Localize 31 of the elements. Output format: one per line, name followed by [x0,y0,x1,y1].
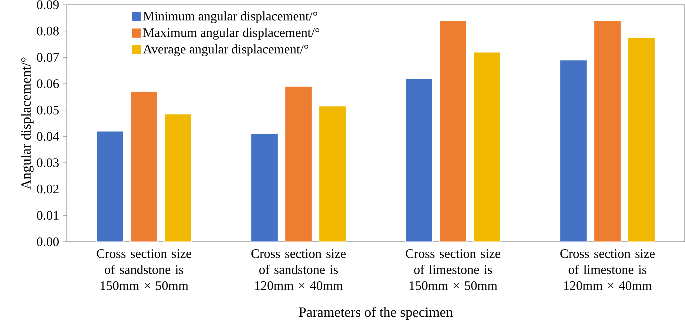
bar [318,106,347,242]
legend-label: Minimum angular displacement/° [144,12,318,24]
x-tick-label: Cross section size of limestone is 150mm × 50mm [406,250,500,290]
bar [473,52,502,242]
bar [594,20,622,242]
x-axis-title: Parameters of the specimen [299,307,453,320]
y-axis-title: Angular displacement/° [21,58,34,190]
y-tick-label: 0.03 [37,158,59,168]
y-tick-label: 0.07 [37,53,60,62]
y-tick-label: 0.06 [37,80,60,88]
y-tick-label: 0.00 [37,238,59,246]
legend-label: Average angular displacement/° [143,44,308,56]
x-tick-label: Cross section size of sandstone is 150mm × 50mm [97,250,192,290]
bar [628,38,656,242]
y-tick-label: 0.08 [37,26,59,36]
bar [560,60,588,242]
bar [130,92,158,242]
y-tick-label: 0.01 [37,211,59,220]
bar [405,78,434,242]
x-tick-label: Cross section size of sandstone is 120mm × 40mm [252,250,346,290]
bar [439,20,468,242]
y-tick-label: 0.02 [37,184,59,194]
bar [96,131,124,242]
bar [284,86,313,242]
bar [250,134,279,242]
y-tick-label: 0.09 [37,0,59,10]
bar [164,114,192,242]
legend-label: Maximum angular displacement/° [144,28,320,40]
y-tick-label: 0.05 [37,106,59,115]
x-tick-label: Cross section size of limestone is 120mm × 40mm [560,250,655,290]
y-tick-label: 0.04 [37,132,60,142]
